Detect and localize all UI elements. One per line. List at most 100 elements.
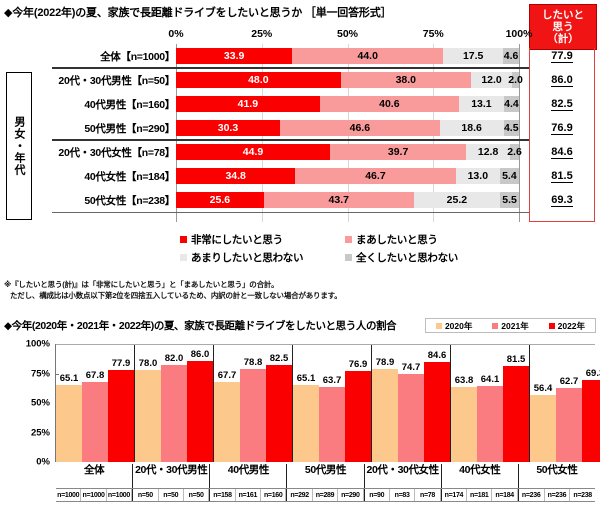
total-value: 82.5 bbox=[551, 97, 573, 111]
bar: 65.1 bbox=[293, 373, 319, 462]
sample-size-cell: n=160 bbox=[261, 489, 287, 501]
bar-group: 78.9 74.7 84.6 bbox=[371, 345, 450, 462]
category-axis-bracket: 男女・年代 bbox=[6, 72, 32, 220]
sample-size-cell: n=50 bbox=[184, 489, 210, 501]
bar-segment: 2.0 bbox=[508, 72, 523, 88]
row-label: 50代男性【n=290】 bbox=[84, 122, 175, 135]
x-category-label: 40代男性 bbox=[209, 464, 286, 488]
bar: 67.8 bbox=[82, 370, 108, 462]
bar-fill bbox=[240, 369, 266, 462]
bar-fill bbox=[214, 382, 240, 462]
y-tick-label: 50% bbox=[30, 397, 50, 409]
bar: 77.9 bbox=[108, 358, 134, 462]
sample-size-cell: n=90 bbox=[365, 489, 390, 501]
x-category-label: 20代・30代男性 bbox=[132, 464, 209, 488]
group-divider bbox=[52, 139, 529, 141]
sample-size-cell: n=236 bbox=[545, 489, 571, 501]
sample-size-cell: n=50 bbox=[159, 489, 184, 501]
bar-fill bbox=[345, 371, 371, 462]
table-bottom-border bbox=[52, 212, 529, 213]
bar-segment: 17.5 bbox=[443, 48, 504, 64]
bar: 78.9 bbox=[372, 357, 398, 462]
table-row: 50代男性【n=290】 30.3 46.6 18.6 4.5 76.9 bbox=[0, 116, 600, 140]
bar-value-label: 64.1 bbox=[480, 374, 500, 386]
x-category-label: 50代女性 bbox=[517, 464, 595, 488]
y-tick-label: 25% bbox=[30, 427, 50, 438]
sample-size-cell: n=50 bbox=[133, 489, 159, 501]
x-tick-label: 0% bbox=[168, 28, 184, 40]
bar: 84.6 bbox=[424, 350, 450, 462]
row-label: 全体【n=1000】 bbox=[100, 50, 175, 63]
bar-fill bbox=[319, 386, 345, 462]
legend-swatch-icon bbox=[180, 236, 187, 243]
sample-size-group: n=236 n=236 n=238 bbox=[517, 489, 595, 501]
y-tick-label: 75% bbox=[30, 368, 50, 379]
sample-size-cell: n=290 bbox=[338, 489, 364, 501]
bar-segment: 5.5 bbox=[500, 192, 519, 208]
y-tick-mark bbox=[55, 373, 59, 375]
bar: 86.0 bbox=[187, 349, 213, 462]
sample-size-cell: n=181 bbox=[467, 489, 493, 501]
bar-segment: 25.2 bbox=[413, 192, 501, 208]
footnote: ※『したいと思う(計)』は「非常にしたいと思う」と「まあしたいと思う」の合計。 … bbox=[4, 279, 434, 302]
bar: 65.1 bbox=[56, 373, 82, 462]
bar-segment: 44.9 bbox=[176, 144, 330, 160]
bar-group: 63.8 64.1 81.5 bbox=[450, 345, 529, 462]
bar-value-label: 84.6 bbox=[427, 350, 447, 362]
bar-group: 78.0 82.0 86.0 bbox=[134, 345, 213, 462]
sample-size-cell: n=238 bbox=[573, 491, 592, 499]
bottom-chart-sample-size-row: n=1000 n=1000 n=1000 n=50 n=50 n=50 n=158 n=161… bbox=[56, 488, 595, 502]
sample-size-cell: n=174 bbox=[442, 489, 468, 501]
table-row: 50代女性【n=238】 25.6 43.7 25.2 5.5 69.3 bbox=[0, 188, 600, 212]
bar: 67.7 bbox=[214, 370, 240, 462]
bar: 81.5 bbox=[503, 354, 529, 462]
bar: 63.7 bbox=[319, 375, 345, 462]
bottom-chart-x-categories: 全体 20代・30代男性 40代男性 50代男性 20代・30代女性 40代女性 50代女性 bbox=[56, 464, 595, 488]
bar-segment: 12.0 bbox=[470, 72, 513, 88]
bar-segment: 4.4 bbox=[503, 96, 519, 112]
legend-item: まあしたいと思う bbox=[345, 232, 510, 247]
bar-segment: 48.0 bbox=[176, 72, 341, 88]
stacked-bar: 44.9 39.7 12.8 2.6 bbox=[176, 144, 522, 160]
bar-value-label: 86.0 bbox=[190, 348, 210, 360]
total-value: 84.6 bbox=[551, 145, 573, 159]
legend-label: 全くしたいと思わない bbox=[356, 252, 458, 264]
footnote-line-1: ※『したいと思う(計)』は「非常にしたいと思う」と「まあしたいと思う」の合計。 bbox=[4, 280, 279, 289]
bar-group: 65.1 63.7 76.9 bbox=[292, 345, 371, 462]
bar: 69.3 bbox=[582, 368, 600, 462]
bar-value-label: 65.1 bbox=[59, 373, 79, 385]
legend-swatch-icon bbox=[435, 322, 442, 329]
bar-fill bbox=[56, 385, 82, 462]
bar-fill bbox=[503, 365, 529, 462]
group-divider bbox=[52, 67, 529, 69]
bar-segment: 38.0 bbox=[340, 72, 471, 88]
total-column-header: したいと 思う （計） bbox=[529, 4, 597, 50]
stacked-bar: 48.0 38.0 12.0 2.0 bbox=[176, 72, 523, 88]
bar-segment: 34.8 bbox=[176, 168, 296, 184]
bar-fill bbox=[477, 386, 503, 462]
total-value: 81.5 bbox=[551, 169, 573, 183]
table-row: 全体【n=1000】 33.9 44.0 17.5 4.6 77.9 bbox=[0, 44, 600, 68]
bar-fill bbox=[372, 368, 398, 462]
legend-label: 2020年 bbox=[444, 320, 473, 331]
sample-size-group: n=50 n=50 n=50 bbox=[132, 489, 210, 501]
bar-value-label: 65.1 bbox=[296, 373, 316, 385]
total-header-line3: （計） bbox=[547, 33, 579, 46]
bar-fill bbox=[530, 395, 556, 462]
total-column-frame bbox=[529, 48, 595, 222]
x-category-label: 全体 bbox=[83, 464, 105, 476]
row-label: 40代男性【n=160】 bbox=[84, 98, 175, 111]
bar-value-label: 76.9 bbox=[348, 359, 368, 371]
bar-fill bbox=[266, 364, 292, 462]
table-row: 40代女性【n=184】 34.8 46.7 13.0 5.4 81.5 bbox=[0, 164, 600, 188]
legend-label: 2022年 bbox=[557, 320, 586, 331]
bar-value-label: 77.9 bbox=[111, 358, 131, 370]
legend-item: あまりしたいと思わない bbox=[180, 250, 345, 265]
legend-item: 2020年 bbox=[435, 320, 473, 332]
total-value: 76.9 bbox=[551, 121, 573, 135]
bar: 62.7 bbox=[556, 376, 582, 462]
bar-value-label: 67.8 bbox=[85, 370, 105, 381]
legend-item: 全くしたいと思わない bbox=[345, 250, 510, 265]
top-chart-x-axis: 0% 25% 50% 75% 100% bbox=[0, 28, 600, 42]
